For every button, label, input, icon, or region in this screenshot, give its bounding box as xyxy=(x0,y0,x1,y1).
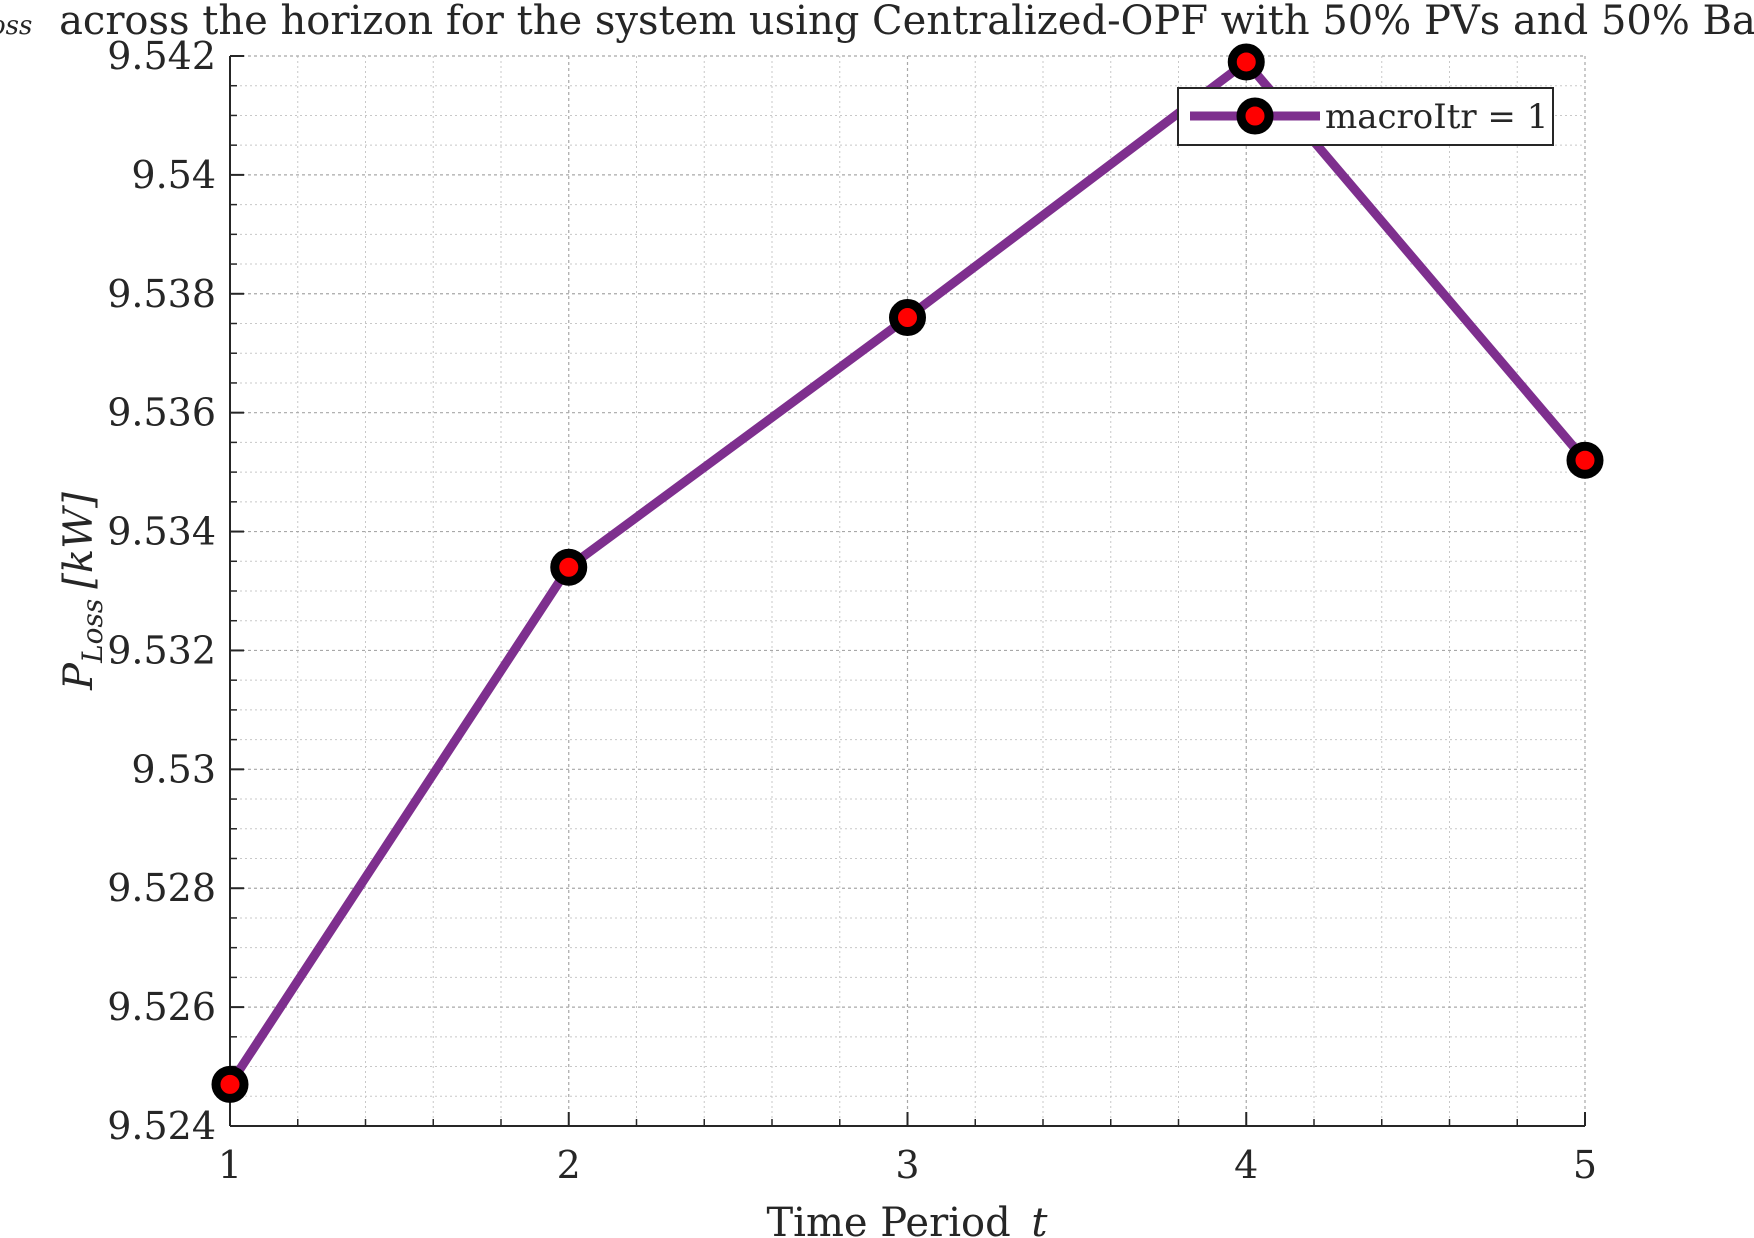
data-point xyxy=(1227,43,1265,81)
x-tick-label: 2 xyxy=(557,1143,581,1187)
data-point xyxy=(550,548,588,586)
y-tick-label: 9.532 xyxy=(107,628,216,672)
legend-marker-swatch xyxy=(1236,97,1274,135)
y-tick-label: 9.54 xyxy=(131,153,216,197)
x-tick-label: 1 xyxy=(218,1143,242,1187)
tick-labels: 1 2 3 4 5 9.524 9.526 9.528 9.53 9.532 9.534 9.536 9… xyxy=(107,34,1597,1187)
x-tick-label: 5 xyxy=(1573,1143,1597,1187)
y-tick-label: 9.534 xyxy=(107,510,216,554)
y-tick-label: 9.542 xyxy=(107,34,216,78)
chart-title-main: across the horizon for the system using … xyxy=(59,0,1754,44)
x-tick-label: 4 xyxy=(1234,1143,1258,1187)
data-point xyxy=(211,1065,249,1103)
chart-title-prefix: oss xyxy=(0,11,32,41)
y-axis-label: PLoss [kW] xyxy=(56,492,109,691)
data-point xyxy=(1566,441,1604,479)
y-tick-label: 9.528 xyxy=(107,866,216,910)
x-axis-label-var: t xyxy=(1031,1200,1048,1238)
x-axis-label: Time Period t xyxy=(767,1200,1049,1238)
y-tick-label: 9.53 xyxy=(131,747,216,791)
minor-grid xyxy=(230,56,1585,1126)
x-axis-label-text: Time Period xyxy=(767,1200,1011,1238)
y-axis-label-main: P xyxy=(56,662,102,691)
y-tick-label: 9.536 xyxy=(107,391,216,435)
y-tick-label: 9.524 xyxy=(107,1104,216,1148)
series-layer xyxy=(211,43,1604,1103)
y-axis-label-unit: [kW] xyxy=(56,492,102,589)
legend-entry-label: macroItr = 1 xyxy=(1325,97,1548,137)
y-axis-label-sub: Loss xyxy=(76,599,109,664)
y-tick-label: 9.526 xyxy=(107,985,216,1029)
data-point xyxy=(889,299,926,337)
legend: macroItr = 1 xyxy=(1177,87,1554,146)
x-tick-label: 3 xyxy=(895,1143,919,1187)
y-tick-label: 9.538 xyxy=(107,272,216,316)
chart-title: oss across the horizon for the system us… xyxy=(0,0,1754,44)
